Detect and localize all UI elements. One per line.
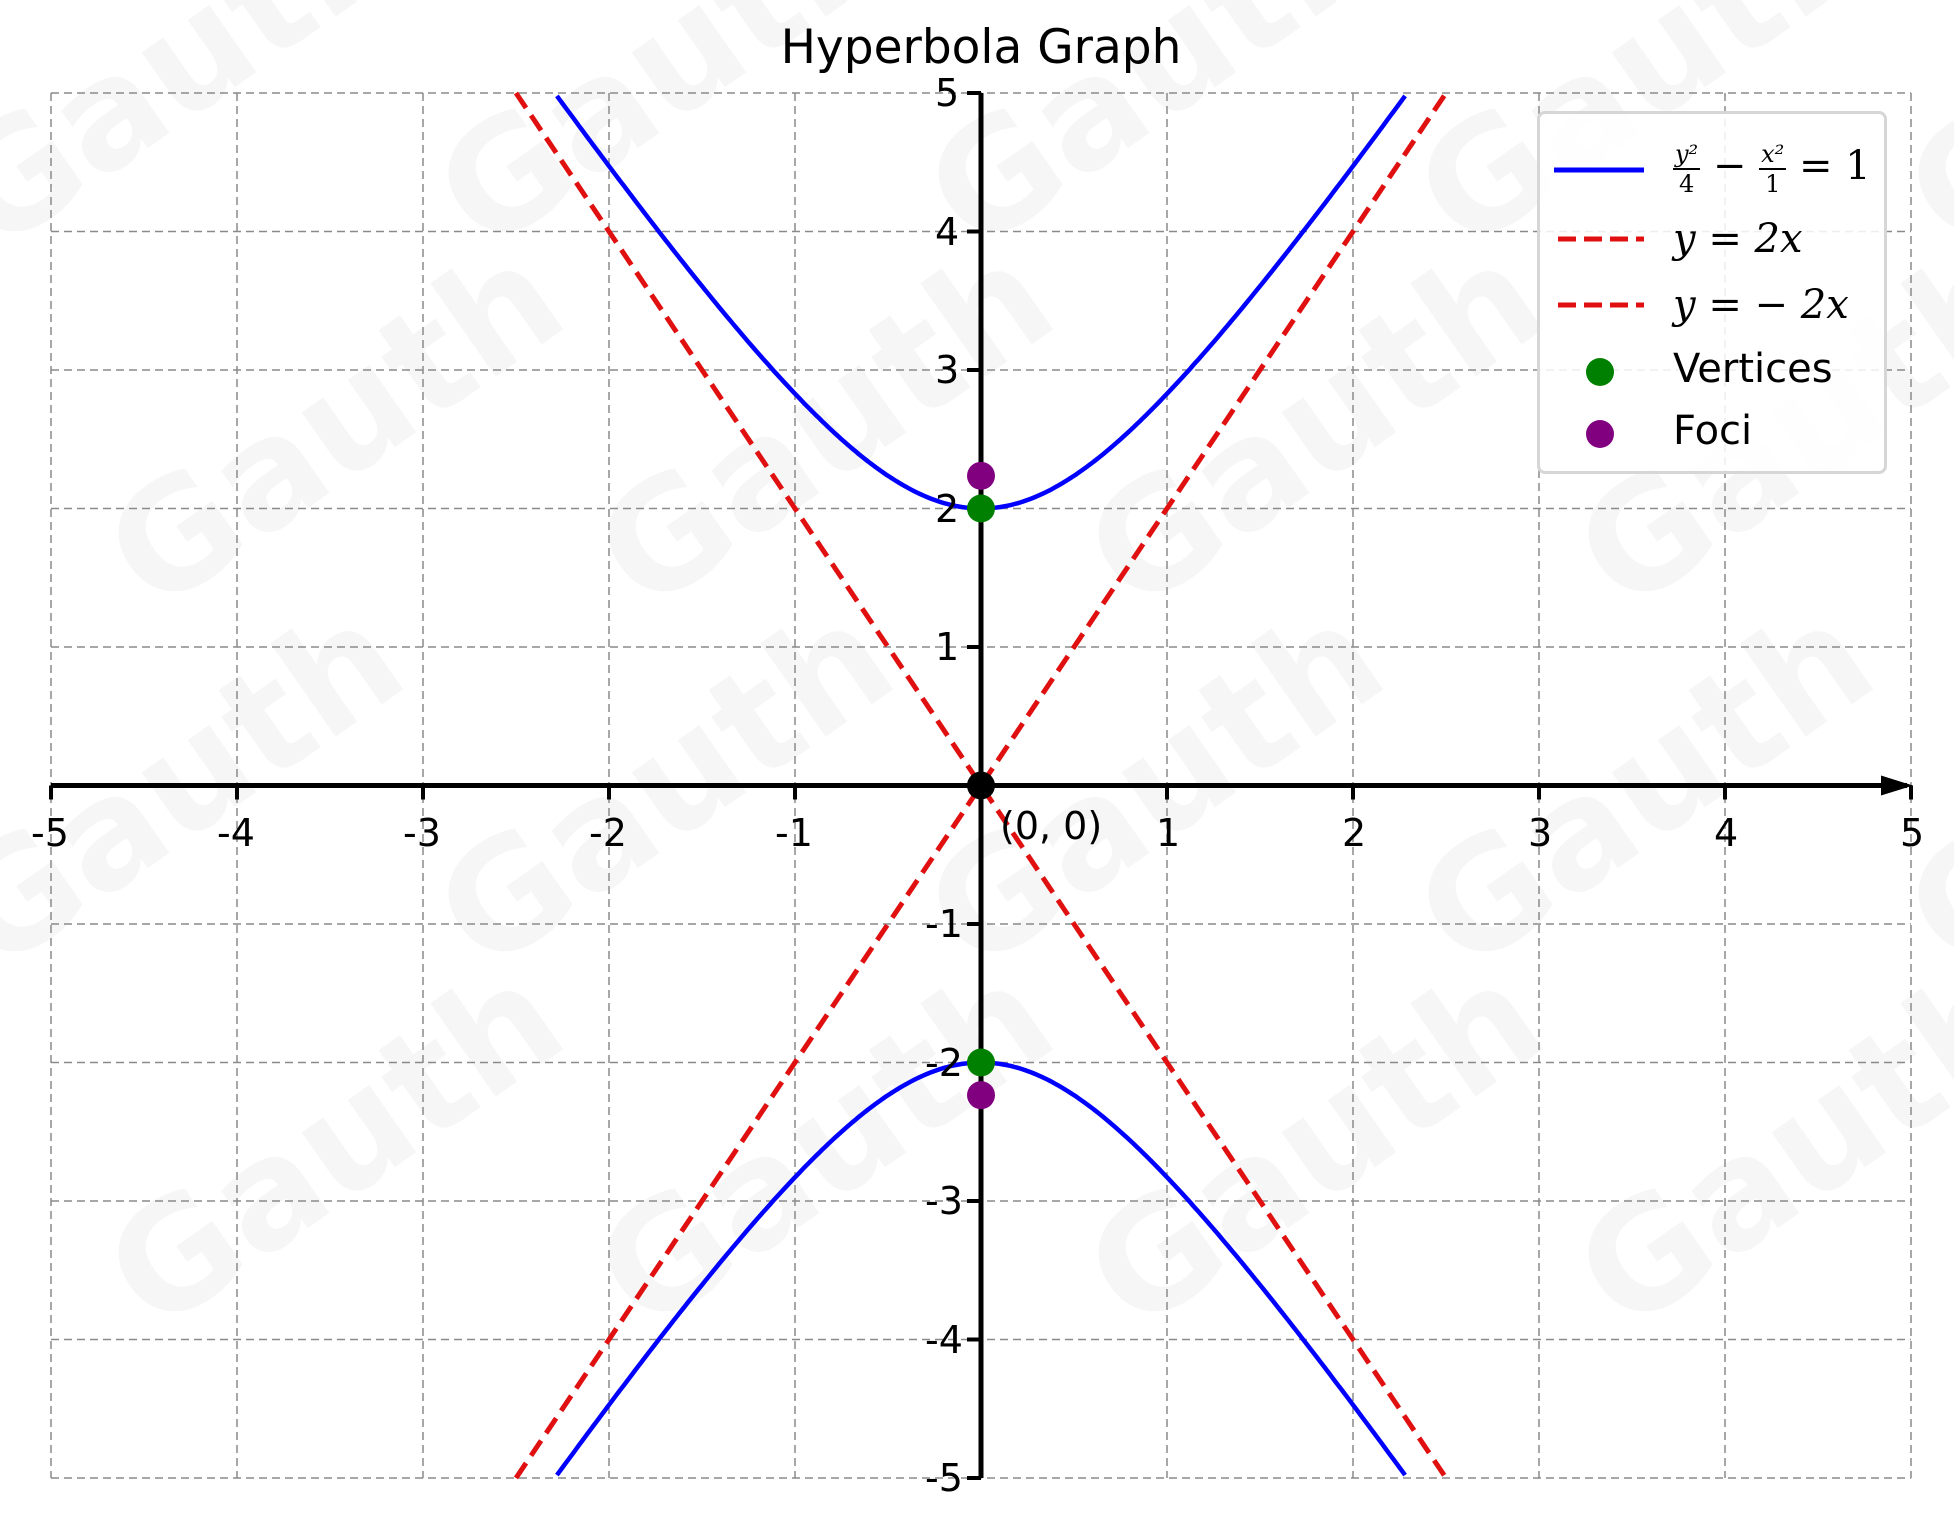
asymptote-line [513, 91, 1449, 1480]
x-tick-label: -2 [589, 810, 627, 855]
x-tick-label: 4 [1714, 810, 1739, 855]
x-tick-label: -5 [31, 810, 69, 855]
y-tick-label: 3 [935, 348, 960, 392]
legend-hyperbola-num2: x² [1759, 140, 1787, 170]
legend-solid-line-icon [1554, 167, 1644, 173]
legend-item-asymptote-negative: y = − 2x [1540, 280, 1884, 330]
legend-item-foci: Foci [1540, 408, 1884, 458]
origin-point [967, 771, 995, 800]
legend-dashed-line-icon [1558, 302, 1644, 308]
legend-hyperbola-rhs: = 1 [1799, 143, 1871, 189]
x-tick-label: 5 [1900, 810, 1925, 855]
y-tick-label: 5 [935, 71, 960, 115]
x-tick-label: -3 [403, 810, 441, 855]
x-tick-label: -1 [775, 810, 813, 855]
y-tick-label: -2 [925, 1040, 963, 1085]
legend-asym1-label: y = 2x [1673, 216, 1803, 262]
legend-vertices-label: Vertices [1673, 346, 1833, 392]
origin-label: (0, 0) [1000, 804, 1103, 848]
chart-title: Hyperbola Graph [780, 20, 1182, 75]
legend-foci-label: Foci [1673, 408, 1753, 454]
y-tick-label: -5 [925, 1456, 963, 1500]
x-tick-label: 3 [1528, 810, 1553, 855]
foci-point [967, 461, 995, 490]
legend-hyperbola-den1: 4 [1678, 170, 1695, 198]
legend: y² 4 − x² 1 = 1 y = 2x y = − 2x Vertices F… [1537, 111, 1887, 474]
legend-item-vertices: Vertices [1540, 346, 1884, 396]
vertices-point [967, 494, 995, 523]
y-tick-label: 1 [935, 625, 960, 669]
foci-point [967, 1081, 995, 1110]
legend-purple-dot-icon [1586, 420, 1614, 448]
y-tick-label: 4 [935, 209, 960, 254]
x-tick-label: -4 [217, 810, 255, 855]
legend-dashed-line-icon [1558, 236, 1644, 242]
legend-item-asymptote-positive: y = 2x [1540, 214, 1884, 264]
legend-asym2-label: y = − 2x [1673, 282, 1849, 328]
legend-hyperbola-num1: y² [1673, 140, 1701, 170]
legend-item-hyperbola: y² 4 − x² 1 = 1 [1540, 136, 1884, 206]
y-tick-label: -3 [925, 1179, 963, 1223]
y-tick-label: -1 [925, 902, 963, 946]
legend-hyperbola-minus: − [1712, 143, 1747, 189]
legend-green-dot-icon [1586, 358, 1614, 386]
x-axis-arrow-icon [1881, 775, 1913, 796]
asymptote-line [513, 91, 1449, 1480]
x-tick-label: 1 [1156, 810, 1181, 855]
vertices-point [967, 1048, 995, 1077]
y-tick-label: -4 [925, 1317, 963, 1362]
x-tick-label: 2 [1342, 810, 1367, 855]
y-tick-label: 2 [935, 486, 960, 531]
data-points [967, 461, 995, 1110]
legend-hyperbola-den2: 1 [1765, 170, 1781, 198]
